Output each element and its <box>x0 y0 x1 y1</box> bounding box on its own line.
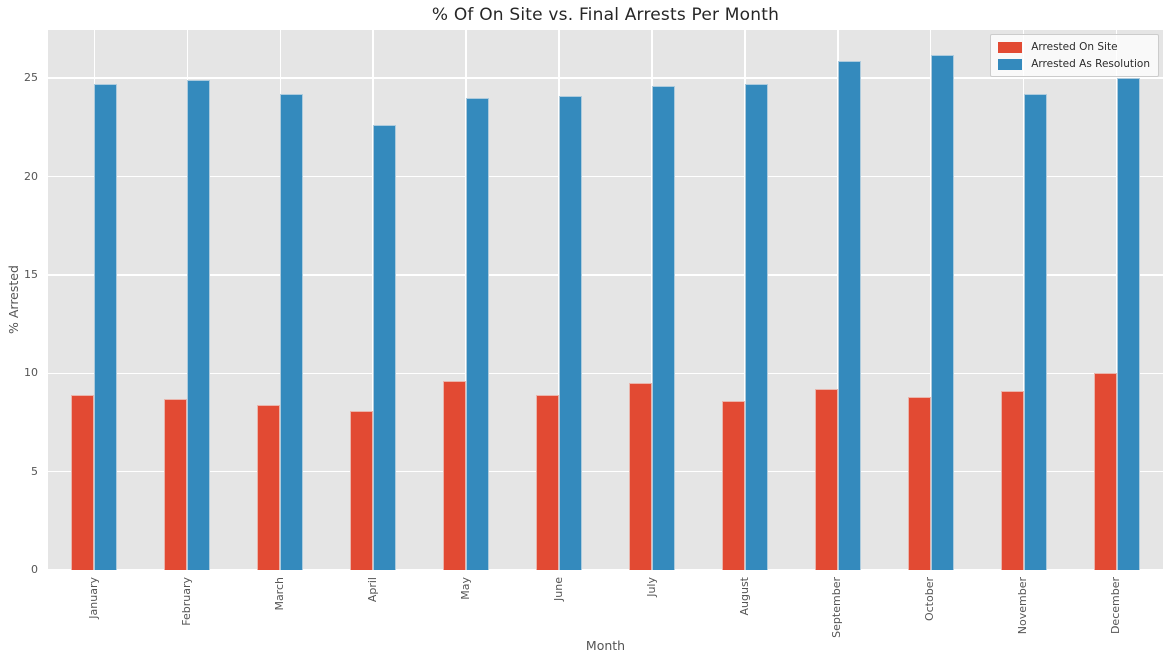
bar-arrested-on-site-december <box>1093 373 1117 570</box>
x-axis-label: Month <box>585 638 626 653</box>
gridline-horizontal <box>48 569 1163 571</box>
bar-arrested-on-site-july <box>628 383 652 570</box>
bar-group-april <box>327 30 420 570</box>
legend-swatch-as-resolution <box>998 58 1023 70</box>
bar-group-january <box>48 30 141 570</box>
gridline-horizontal <box>48 175 1163 178</box>
bar-group-july <box>606 30 699 570</box>
x-tick-label-september: September <box>830 577 844 638</box>
x-tick-label-december: December <box>1109 577 1123 635</box>
bar-group-october <box>884 30 977 570</box>
bar-arrested-as-resolution-july <box>651 86 675 570</box>
bar-arrested-as-resolution-april <box>373 125 397 570</box>
legend-label-as-resolution: Arrested As Resolution <box>1031 58 1150 70</box>
legend-item-as-resolution: Arrested As Resolution <box>998 58 1150 70</box>
bar-arrested-as-resolution-august <box>744 84 768 570</box>
bar-group-november <box>977 30 1070 570</box>
bar-group-september <box>791 30 884 570</box>
bar-arrested-on-site-october <box>907 396 931 570</box>
gridline-horizontal <box>48 274 1163 276</box>
bar-arrested-as-resolution-february <box>187 80 211 570</box>
bar-group-may <box>420 30 513 570</box>
bar-arrested-on-site-april <box>350 410 374 570</box>
x-tick-label-november: November <box>1016 577 1030 635</box>
gridline-horizontal <box>48 77 1163 79</box>
chart-title: % Of On Site vs. Final Arrests Per Month <box>431 5 780 25</box>
bar-arrested-on-site-august <box>721 400 745 570</box>
x-tick-label-april: April <box>365 577 379 603</box>
legend-item-on-site: Arrested On Site <box>998 41 1150 53</box>
x-tick-label-march: March <box>272 577 286 611</box>
bar-arrested-as-resolution-may <box>466 97 490 570</box>
bar-arrested-as-resolution-october <box>930 54 954 570</box>
bar-group-august <box>698 30 791 570</box>
bar-arrested-on-site-march <box>257 404 281 570</box>
legend: Arrested On Site Arrested As Resolution <box>990 34 1159 77</box>
legend-label-on-site: Arrested On Site <box>1031 41 1118 53</box>
bar-arrested-as-resolution-june <box>559 95 583 570</box>
bar-arrested-as-resolution-december <box>1116 78 1140 570</box>
y-axis-ticks: 0 5 10 15 20 25 <box>0 30 43 576</box>
bar-arrested-as-resolution-november <box>1023 93 1047 570</box>
y-tick-label: 0 <box>31 563 38 576</box>
bar-arrested-on-site-november <box>1000 390 1024 570</box>
bar-arrested-on-site-january <box>71 394 95 570</box>
bar-arrested-as-resolution-september <box>837 60 861 570</box>
bar-arrested-as-resolution-january <box>94 84 118 570</box>
y-tick-label: 5 <box>31 464 38 478</box>
legend-swatch-on-site <box>998 41 1023 53</box>
bar-group-february <box>141 30 234 570</box>
bar-group-june <box>513 30 606 570</box>
x-tick-label-july: July <box>644 577 658 597</box>
x-tick-label-october: October <box>923 577 937 622</box>
bar-arrested-on-site-september <box>814 389 838 570</box>
bar-arrested-on-site-may <box>443 381 467 570</box>
gridline-horizontal <box>48 372 1163 375</box>
x-tick-label-august: August <box>737 577 751 616</box>
bar-group-march <box>234 30 327 570</box>
y-tick-label: 20 <box>24 169 38 183</box>
bar-arrested-on-site-february <box>164 398 188 570</box>
x-tick-label-may: May <box>458 577 472 600</box>
y-tick-label: 15 <box>24 267 38 281</box>
x-tick-label-february: February <box>180 577 194 626</box>
y-tick-label: 25 <box>24 71 38 85</box>
x-axis-ticks: January February March April May June July Augu… <box>48 577 1163 647</box>
bar-arrested-on-site-june <box>536 394 560 570</box>
x-tick-label-january: January <box>87 577 101 619</box>
bar-arrested-as-resolution-march <box>280 93 304 570</box>
y-tick-label: 10 <box>24 366 38 380</box>
bar-group-december <box>1070 30 1163 570</box>
gridline-horizontal <box>48 470 1163 473</box>
plot-area: Arrested On Site Arrested As Resolution <box>48 30 1163 571</box>
x-tick-label-june: June <box>551 577 565 601</box>
